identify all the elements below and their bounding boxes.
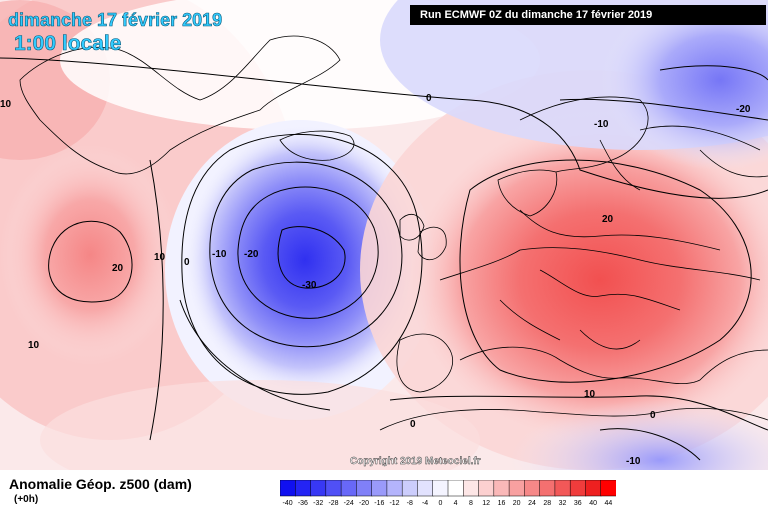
legend-tick-label: -32: [313, 500, 324, 507]
legend-tick-label: 0: [438, 500, 443, 507]
legend-tick-label: -4: [421, 500, 429, 507]
map-canvas: -30 -20 -10 0 0 0 10 10 10 20 20 -10 -20…: [0, 0, 768, 470]
legend-tick-label: 8: [468, 500, 473, 507]
color-legend: [280, 480, 616, 497]
label-zero-south: 0: [410, 419, 416, 430]
label-low-inner: -20: [244, 249, 259, 260]
legend-swatch: [554, 480, 571, 497]
field-label: Anomalie Géop. z500 (dam): [9, 476, 192, 492]
coastlines: [19, 35, 768, 431]
legend-swatch: [569, 480, 587, 497]
legend-swatch: [493, 480, 510, 497]
label-low-outer: -10: [212, 249, 227, 260]
label-ten-west: 10: [154, 252, 166, 263]
legend-swatch: [478, 480, 495, 497]
legend-swatch: [371, 480, 388, 497]
legend-swatch: [539, 480, 556, 497]
legend-tick-label: 28: [543, 500, 552, 507]
date-title: dimanche 17 février 2019: [8, 10, 223, 31]
legend-swatch: [340, 480, 358, 497]
anomaly-shading: [0, 0, 768, 470]
legend-swatch: [600, 480, 616, 497]
legend-tick-label: 16: [497, 500, 506, 507]
legend-swatch: [432, 480, 449, 497]
legend-tick-label: 4: [453, 500, 458, 507]
label-twenty-europe: 20: [602, 214, 614, 225]
label-ten-south-east: -10: [626, 456, 641, 467]
label-zero-south-east: 0: [650, 410, 656, 421]
label-low-center: -30: [302, 280, 317, 291]
label-zero-west: 0: [184, 257, 190, 268]
legend-swatch: [386, 480, 403, 497]
legend-tick-label: -8: [406, 500, 413, 507]
label-twenty-west: 20: [112, 263, 124, 274]
legend-tick-label: 32: [558, 500, 567, 507]
contours: [0, 57, 768, 461]
contour-labels: -30 -20 -10 0 0 0 10 10 10 20 20 -10 -20…: [0, 93, 751, 467]
lead-time-label: (+0h): [14, 494, 39, 505]
legend-tick-label: -12: [389, 500, 400, 507]
legend-tick-label: -36: [297, 500, 308, 507]
label-ten-west-edge: 10: [0, 99, 12, 110]
legend-tick-label: 24: [528, 500, 536, 507]
anomaly-map: -30 -20 -10 0 0 0 10 10 10 20 20 -10 -20…: [0, 0, 768, 470]
label-ten-scand: -10: [594, 119, 609, 130]
legend-tick-label: 12: [482, 500, 491, 507]
time-title: 1:00 locale: [14, 32, 122, 56]
legend-swatch: [585, 480, 602, 497]
legend-swatch: [280, 480, 297, 497]
legend-swatch: [463, 480, 480, 497]
legend-tick-label: 36: [573, 500, 582, 507]
legend-tick-label: 44: [604, 500, 613, 507]
legend-swatch: [295, 480, 312, 497]
copyright-text: Copyright 2019 Meteociel.fr: [350, 456, 481, 467]
legend-swatch: [310, 480, 327, 497]
legend-tick-label: -28: [328, 500, 339, 507]
legend-tick-label: 20: [512, 500, 521, 507]
legend-tick-labels: -40 -36 -32 -28 -24 -20 -16 -12 -8 -4 0 4 8 12 16 20 24 2…: [280, 500, 616, 512]
label-ten-south: 10: [584, 389, 596, 400]
legend-swatch: [356, 480, 373, 497]
legend-swatch: [401, 480, 419, 497]
legend-swatch: [417, 480, 434, 497]
legend-tick-label: -20: [358, 500, 370, 507]
run-info-box: Run ECMWF 0Z du dimanche 17 février 2019: [410, 5, 766, 25]
legend-tick-label: 40: [589, 500, 597, 507]
label-zero-north: 0: [426, 93, 432, 104]
label-ten-west-low: 10: [28, 340, 40, 351]
label-twenty-scand: -20: [736, 104, 751, 115]
legend-swatch: [325, 480, 342, 497]
legend-swatch: [524, 480, 541, 497]
legend-tick-label: -16: [374, 500, 385, 507]
legend-tick-label: -40: [282, 500, 293, 507]
legend-swatch: [508, 480, 526, 497]
legend-tick-label: -24: [343, 500, 354, 507]
legend-swatch: [447, 480, 465, 497]
